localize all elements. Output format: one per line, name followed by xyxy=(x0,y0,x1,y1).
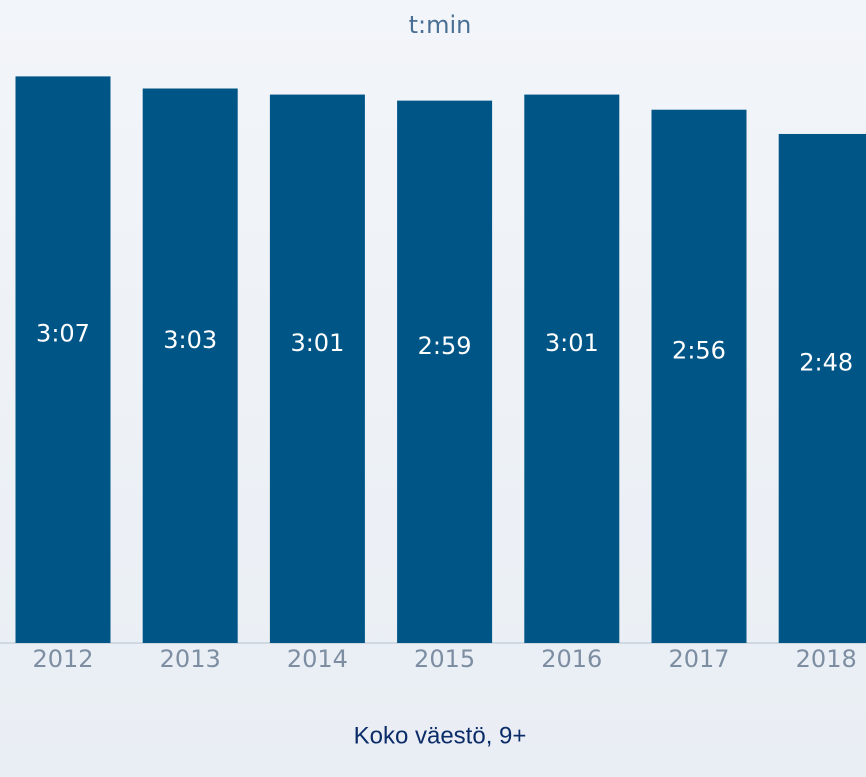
bar xyxy=(15,76,111,643)
x-tick-label: 2016 xyxy=(541,645,602,673)
x-tick-label: 2015 xyxy=(414,645,475,673)
bar xyxy=(524,94,620,643)
data-label: 2:56 xyxy=(672,336,726,364)
bar xyxy=(269,94,365,643)
x-axis-label: Koko väestö, 9+ xyxy=(354,722,527,749)
data-label: 3:01 xyxy=(290,329,344,357)
data-label: 2:59 xyxy=(418,332,472,360)
data-label: 3:01 xyxy=(545,329,599,357)
bar xyxy=(142,88,238,643)
data-label: 3:03 xyxy=(163,326,217,354)
x-tick-label: 2014 xyxy=(287,645,348,673)
bar xyxy=(778,133,866,643)
bar xyxy=(397,100,493,643)
x-tick-label: 2012 xyxy=(32,645,93,673)
x-tick-label: 2017 xyxy=(668,645,729,673)
data-label: 3:07 xyxy=(36,320,90,348)
x-tick-label: 2018 xyxy=(796,645,857,673)
bar xyxy=(651,109,747,644)
data-label: 2:48 xyxy=(799,348,853,376)
x-tick-label: 2013 xyxy=(160,645,221,673)
unit-label: t:min xyxy=(409,11,472,39)
